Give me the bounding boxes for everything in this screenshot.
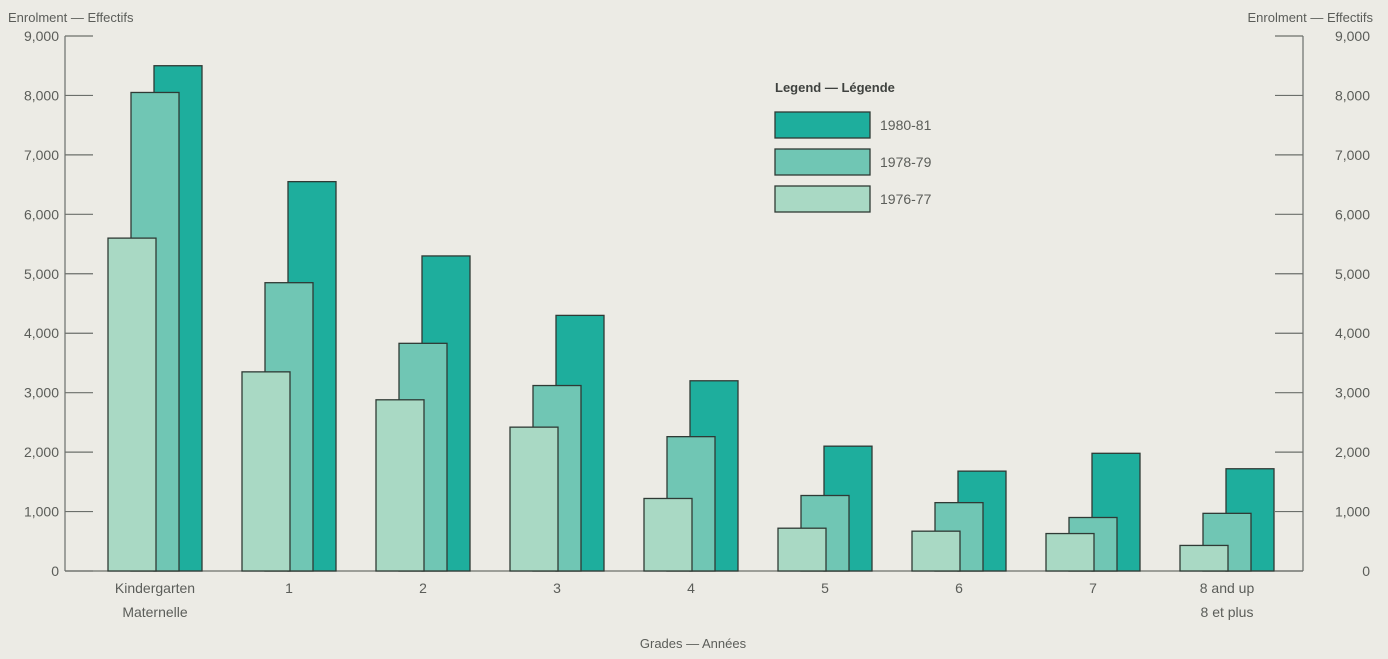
y-tick-label-right: 5,000 [1335,266,1370,282]
y-tick-label-left: 3,000 [24,385,59,401]
y-tick-label-left: 2,000 [24,444,59,460]
legend-label-1978-79: 1978-79 [880,154,932,170]
x-axis-title: Grades — Années [640,636,747,651]
category-label: 8 and up [1200,580,1255,596]
category-label: Kindergarten [115,580,195,596]
bar-1976-77 [375,399,425,572]
category-label: 2 [419,580,427,596]
y-tick-label-right: 1,000 [1335,504,1370,520]
bar-1976-77 [777,527,827,572]
legend: Legend — Légende 1980-81 1978-79 1976-77 [774,80,932,213]
legend-swatch-1976-77 [774,185,871,213]
legend-swatch-1978-79 [774,148,871,176]
y-tick-label-right: 6,000 [1335,206,1370,222]
y-tick-label-left: 9,000 [24,28,59,44]
y-tick-label-right: 7,000 [1335,147,1370,163]
category-label: 5 [821,580,829,596]
bars [107,65,1275,572]
y-tick-label-left: 4,000 [24,325,59,341]
category-label: 8 et plus [1201,604,1254,620]
bar-1976-77 [509,426,559,572]
bar-1976-77 [107,237,157,572]
bar-1976-77 [1045,532,1095,572]
bar-1976-77 [911,530,961,572]
category-label: 6 [955,580,963,596]
y-tick-label-right: 8,000 [1335,87,1370,103]
y-tick-label-left: 7,000 [24,147,59,163]
legend-swatch-1980-81 [774,111,871,139]
legend-title: Legend — Légende [775,80,895,95]
bar-1976-77 [643,497,693,572]
y-tick-label-right: 3,000 [1335,385,1370,401]
y-tick-label-right: 2,000 [1335,444,1370,460]
y-tick-label-left: 8,000 [24,87,59,103]
category-label: 4 [687,580,695,596]
legend-label-1976-77: 1976-77 [880,191,932,207]
y-axis-title-right: Enrolment — Effectifs [1248,10,1374,25]
y-tick-label-left: 5,000 [24,266,59,282]
y-tick-label-left: 1,000 [24,504,59,520]
y-axis-title-left: Enrolment — Effectifs [8,10,134,25]
y-tick-label-left: 6,000 [24,206,59,222]
y-tick-label-right: 9,000 [1335,28,1370,44]
category-label: 3 [553,580,561,596]
legend-label-1980-81: 1980-81 [880,117,932,133]
bar-1976-77 [241,371,291,572]
axes: 0 0 1,000 1,000 2,000 2,000 3,000 3,000 4,000 4,0… [24,28,1370,579]
category-label: 7 [1089,580,1097,596]
category-labels: Kindergarten Maternelle 1 2 3 4 5 6 7 8 and up 8 e… [115,580,1255,620]
y-tick-label-left: 0 [51,563,59,579]
category-label: 1 [285,580,293,596]
category-label: Maternelle [122,604,188,620]
y-tick-label-right: 0 [1362,563,1370,579]
bar-1976-77 [1179,544,1229,572]
y-tick-label-right: 4,000 [1335,325,1370,341]
